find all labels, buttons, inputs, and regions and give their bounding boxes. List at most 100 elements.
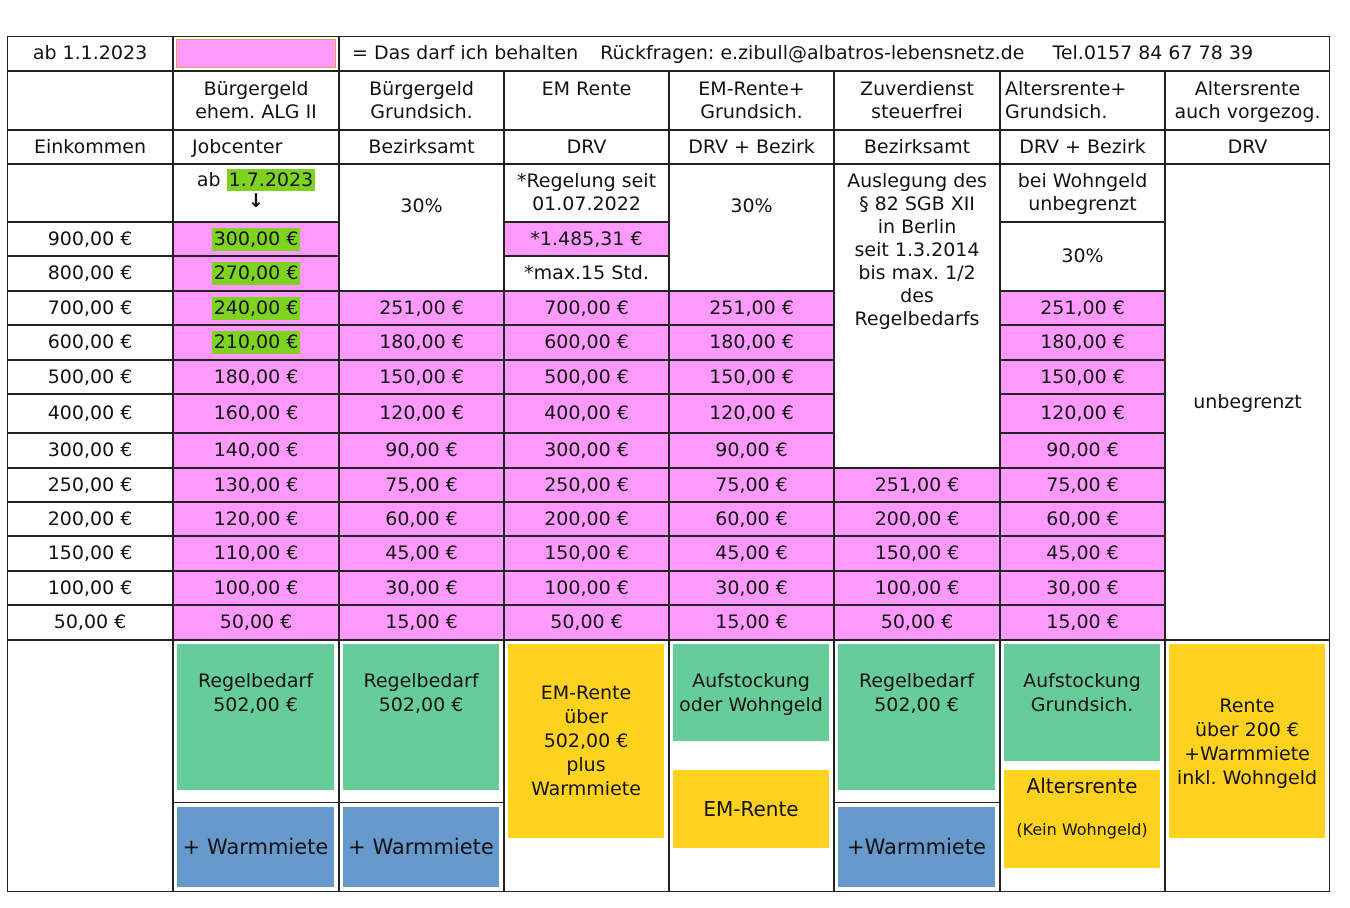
em-rule-note: *Regelung seit 01.07.2022 (504, 164, 669, 222)
col-title-em-grundsich: EM-Rente+ Grundsich. (669, 71, 834, 130)
col-title-alters-grundsich: Altersrente+ Grundsich. (1000, 71, 1165, 130)
jobcenter-cell: 120,00 € (173, 502, 339, 536)
em-grundsich-cell: 251,00 € (669, 291, 834, 325)
grundsich-cell: 60,00 € (339, 502, 504, 536)
income-cell: 50,00 € (7, 605, 173, 640)
em-rente-cell: 700,00 € (504, 291, 669, 325)
alters-grundsich-cell: 90,00 € (1000, 433, 1165, 468)
warmmiete-box-2: + Warmmiete (343, 807, 499, 887)
bottom-col-3 (504, 640, 669, 892)
em-grundsich-cell: 75,00 € (669, 468, 834, 502)
regelbedarf-box-1: Regelbedarf 502,00 € (177, 644, 334, 790)
bottom-col-4 (669, 640, 834, 892)
em-grundsich-cell: 30,00 € (669, 571, 834, 605)
grundsich-cell: 251,00 € (339, 291, 504, 325)
alters-grundsich-cell: 30,00 € (1000, 571, 1165, 605)
col-title-zuverdienst: Zuverdienst steuerfrei (834, 71, 1000, 130)
jobcenter-note-date: 1.7.2023 (226, 169, 316, 191)
jobcenter-note-prefix: ab (196, 169, 227, 191)
zuverdienst-note: Auslegung des § 82 SGB XII in Berlin sei… (834, 164, 1000, 468)
bottom-col-2 (339, 640, 504, 892)
col-title-em-rente: EM Rente (504, 71, 669, 130)
jobcenter-cell: 240,00 € (173, 291, 339, 325)
grundsich-pct: 30% (339, 164, 504, 291)
col-title-altersrente: Altersrente auch vorgezog. (1165, 71, 1330, 130)
office-bezirksamt: Bezirksamt (339, 130, 504, 164)
income-cell: 400,00 € (7, 394, 173, 433)
grundsich-cell: 30,00 € (339, 571, 504, 605)
grundsich-cell: 75,00 € (339, 468, 504, 502)
jobcenter-cell: 160,00 € (173, 394, 339, 433)
em-rente-cell: 50,00 € (504, 605, 669, 640)
grundsich-cell: 120,00 € (339, 394, 504, 433)
jobcenter-cell-value: 240,00 € (211, 296, 301, 320)
zuverdienst-cell: 50,00 € (834, 605, 1000, 640)
bottom-col-1 (173, 640, 339, 892)
contact-text[interactable]: Rückfragen: e.zibull@albatros-lebensnetz… (600, 42, 1025, 64)
em-rente-cell: 250,00 € (504, 468, 669, 502)
income-table: ab 1.1.2023 = Das darf ich behalten Rück… (7, 36, 1330, 892)
jobcenter-cell-value: 270,00 € (211, 262, 301, 285)
bottom-divider-1 (173, 802, 504, 803)
office-drv: DRV (504, 130, 669, 164)
jobcenter-cell-value: 300,00 € (211, 227, 301, 251)
office-drv-bezirk: DRV + Bezirk (669, 130, 834, 164)
jobcenter-cell: 210,00 € (173, 325, 339, 360)
alters-grundsich-cell: 150,00 € (1000, 360, 1165, 394)
bottom-divider-2 (834, 802, 1000, 803)
alters-grundsich-cell: 180,00 € (1000, 325, 1165, 360)
em-max-amount: *1.485,31 € (504, 222, 669, 256)
jobcenter-cell: 140,00 € (173, 433, 339, 468)
jobcenter-cell: 50,00 € (173, 605, 339, 640)
alters-grundsich-cell: 60,00 € (1000, 502, 1165, 536)
office-jobcenter: Jobcenter (173, 130, 339, 164)
em-rente-cell: 600,00 € (504, 325, 669, 360)
em-max-hours: *max.15 Std. (504, 256, 669, 291)
altersrente-label: Altersrente (1026, 774, 1138, 798)
bottom-col-5 (834, 640, 1000, 892)
kein-wohngeld-label: (Kein Wohngeld) (1016, 820, 1148, 839)
rente-box: Rente über 200 € +Warmmiete inkl. Wohnge… (1169, 644, 1325, 838)
zuverdienst-cell: 251,00 € (834, 468, 1000, 502)
zuverdienst-cell: 150,00 € (834, 536, 1000, 571)
em-rente-cell: 300,00 € (504, 433, 669, 468)
header-info: = Das darf ich behalten Rückfragen: e.zi… (339, 36, 1330, 71)
grundsich-cell: 90,00 € (339, 433, 504, 468)
em-rente-cell: 100,00 € (504, 571, 669, 605)
income-cell: 300,00 € (7, 433, 173, 468)
col-title-grundsich: Bürgergeld Grundsich. (339, 71, 504, 130)
unlimited-cell: unbegrenzt (1165, 164, 1330, 640)
col-title-buergergeld: Bürgergeld ehem. ALG II (173, 71, 339, 130)
office-bezirksamt-2: Bezirksamt (834, 130, 1000, 164)
corner-blank (7, 71, 173, 130)
grundsich-cell: 15,00 € (339, 605, 504, 640)
income-cell: 150,00 € (7, 536, 173, 571)
legend-text: = Das darf ich behalten (352, 42, 579, 64)
zuverdienst-cell: 100,00 € (834, 571, 1000, 605)
jobcenter-cell: 300,00 € (173, 222, 339, 256)
legend-cell (173, 36, 339, 71)
grundsich-cell: 45,00 € (339, 536, 504, 571)
em-rente-cell: 500,00 € (504, 360, 669, 394)
bottom-blank (7, 640, 173, 892)
em-grundsich-cell: 120,00 € (669, 394, 834, 433)
em-grundsich-cell: 60,00 € (669, 502, 834, 536)
warmmiete-box-1: + Warmmiete (177, 807, 334, 887)
bottom-col-7 (1165, 640, 1330, 892)
income-cell: 900,00 € (7, 222, 173, 256)
alters-grundsich-cell: 15,00 € (1000, 605, 1165, 640)
em-grundsich-cell: 90,00 € (669, 433, 834, 468)
alters-pct: 30% (1000, 222, 1165, 291)
alters-grundsich-cell: 45,00 € (1000, 536, 1165, 571)
income-cell: 250,00 € (7, 468, 173, 502)
altersrente-box: Altersrente (Kein Wohngeld) (1004, 770, 1160, 868)
jobcenter-cell: 110,00 € (173, 536, 339, 571)
grundsich-cell: 180,00 € (339, 325, 504, 360)
zuverdienst-cell: 200,00 € (834, 502, 1000, 536)
income-cell: 200,00 € (7, 502, 173, 536)
alters-grundsich-cell: 120,00 € (1000, 394, 1165, 433)
office-drv-bezirk-2: DRV + Bezirk (1000, 130, 1165, 164)
arrow-down-icon: ↓ (248, 190, 264, 212)
aufstockung-wohngeld-box: Aufstockung oder Wohngeld (673, 644, 829, 741)
phone-text: Tel.0157 84 67 78 39 (1052, 42, 1254, 64)
